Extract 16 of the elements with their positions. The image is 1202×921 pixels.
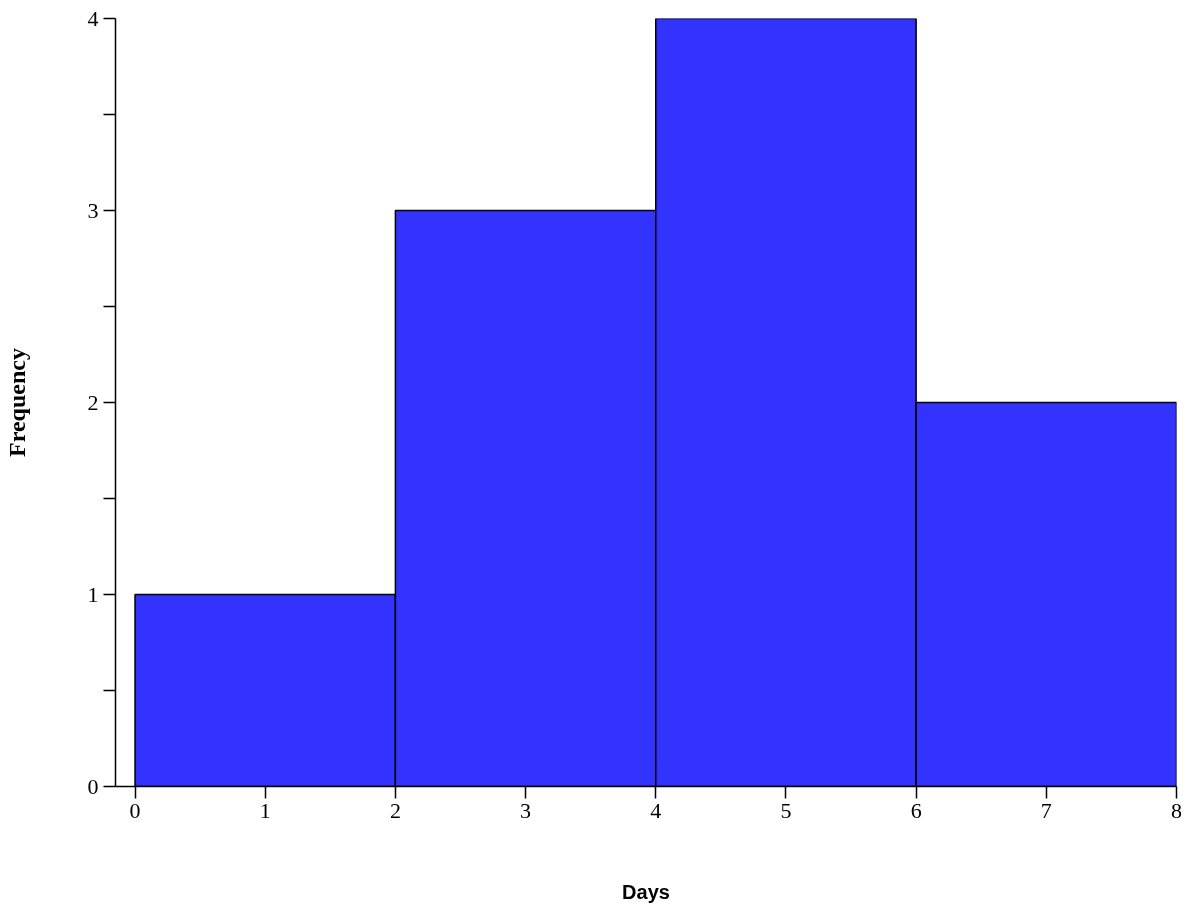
x-tick-label: 6	[910, 797, 922, 823]
x-tick-label: 8	[1171, 797, 1182, 823]
x-tick-label: 2	[389, 797, 401, 823]
x-tick-label: 5	[780, 797, 792, 823]
x-tick-label: 3	[520, 797, 532, 823]
y-axis-title: Frequency	[3, 348, 30, 457]
y-tick-label: 1	[87, 581, 99, 607]
x-tick-label: 4	[650, 797, 662, 823]
x-axis-title: Days	[622, 880, 670, 903]
y-tick-label: 0	[87, 773, 99, 799]
y-tick-label: 3	[87, 197, 99, 223]
y-tick-label: 2	[87, 389, 99, 415]
x-tick-label: 1	[259, 797, 271, 823]
y-tick-label: 4	[87, 5, 99, 31]
x-tick-label: 0	[129, 797, 141, 823]
x-tick-label: 7	[1040, 797, 1052, 823]
